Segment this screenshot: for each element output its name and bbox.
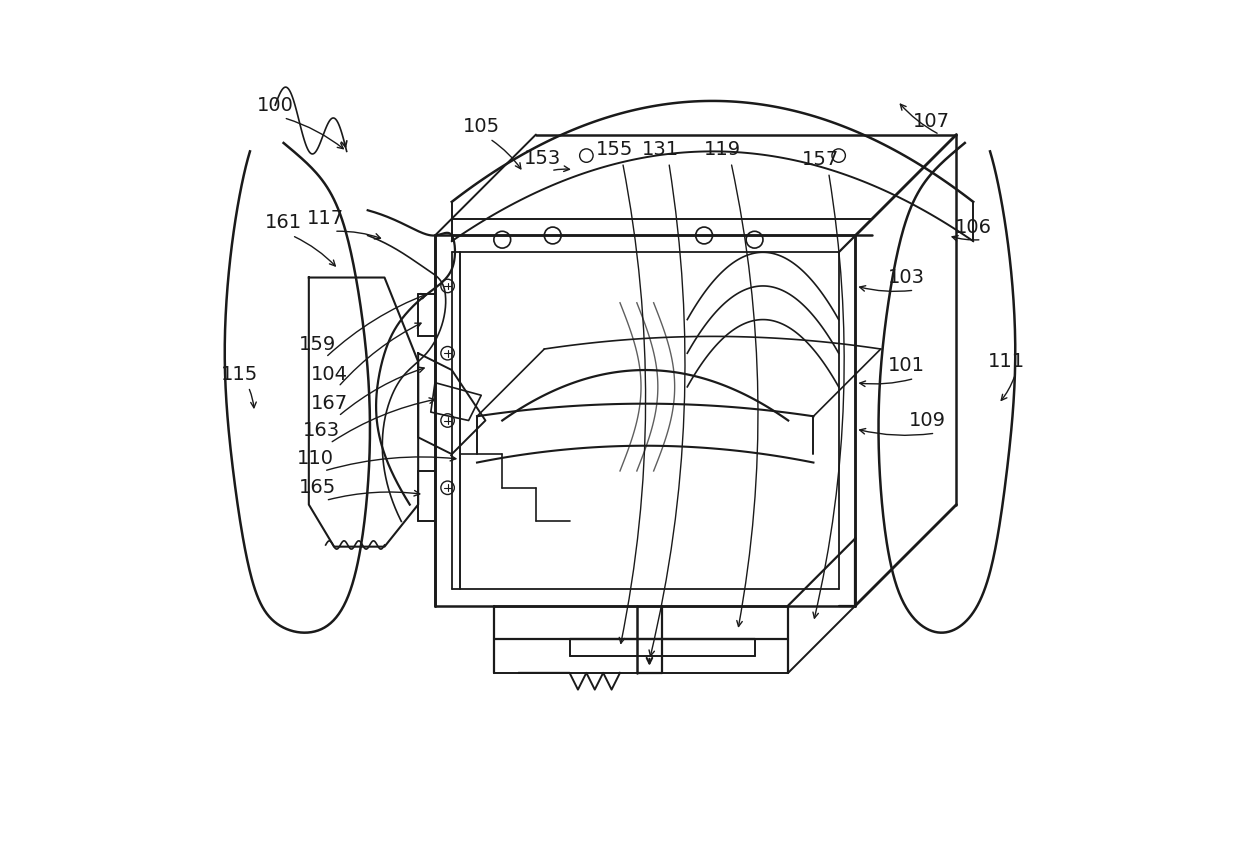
Text: 167: 167 [311,394,348,413]
Text: 165: 165 [299,479,336,497]
Text: 159: 159 [299,336,336,354]
Text: 163: 163 [303,421,340,440]
Text: 131: 131 [642,140,680,159]
Text: 117: 117 [308,209,345,228]
Text: 100: 100 [257,96,294,114]
Text: 104: 104 [311,365,348,383]
Text: 110: 110 [298,449,334,468]
Text: 103: 103 [888,268,925,287]
Text: 161: 161 [265,214,303,232]
Text: 105: 105 [463,117,500,135]
Text: 111: 111 [988,352,1025,371]
Text: 109: 109 [909,411,945,430]
Text: 155: 155 [595,140,632,159]
Text: 157: 157 [801,151,838,169]
Text: 115: 115 [221,365,258,383]
Text: 101: 101 [888,357,925,375]
Text: 106: 106 [955,218,992,236]
Text: 153: 153 [525,149,562,167]
Text: 119: 119 [704,140,742,159]
Text: 107: 107 [913,113,950,131]
